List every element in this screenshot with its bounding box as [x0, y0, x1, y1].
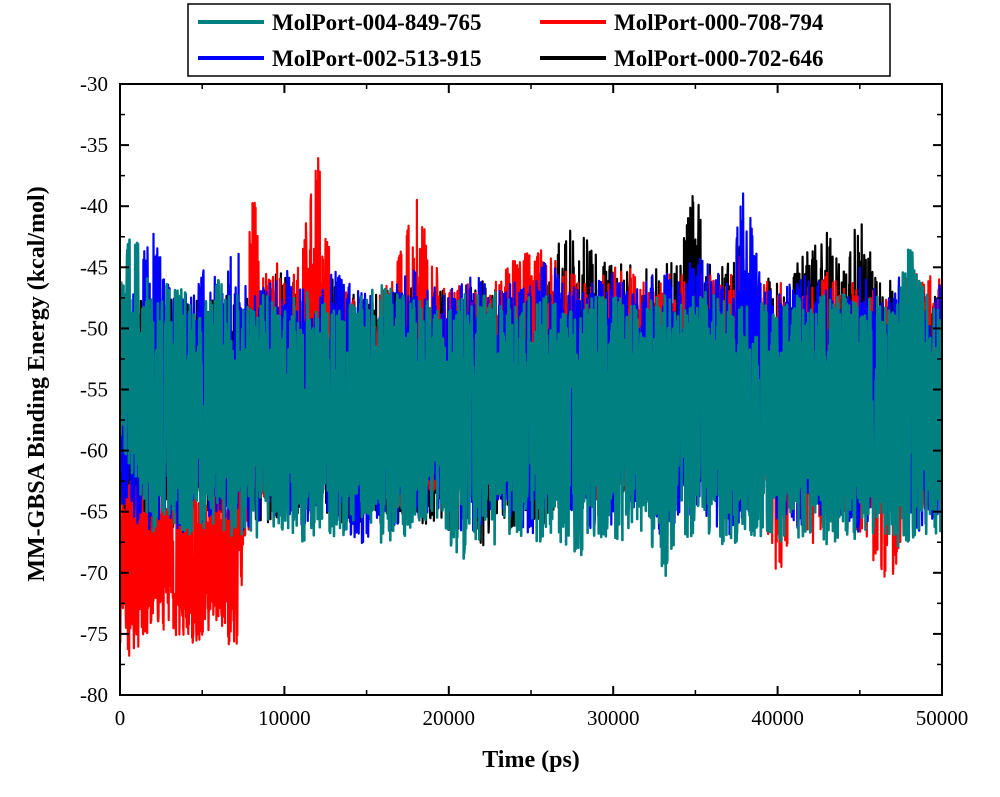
legend-item: MolPort-004-849-765	[198, 10, 482, 35]
legend-label: MolPort-002-513-915	[272, 46, 482, 71]
plot-area	[120, 157, 942, 657]
legend: MolPort-004-849-765 MolPort-000-708-794 Mo…	[187, 3, 891, 77]
y-tick-label: -70	[80, 561, 108, 585]
y-tick-label: -75	[80, 622, 108, 646]
x-tick-label: 50000	[916, 706, 969, 730]
legend-item: MolPort-000-702-646	[540, 46, 824, 71]
x-tick-label: 40000	[751, 706, 804, 730]
y-tick-label: -40	[80, 194, 108, 218]
legend-item: MolPort-000-708-794	[540, 10, 824, 35]
y-tick-label: -30	[80, 72, 108, 96]
y-tick-label: -80	[80, 683, 108, 707]
x-tick-label: 10000	[258, 706, 311, 730]
y-tick-label: -35	[80, 133, 108, 157]
legend-label: MolPort-000-708-794	[614, 10, 824, 35]
axes: 0 10000 20000 30000 40000 50000 -30 -35 -40 -45 -5…	[80, 72, 968, 730]
legend-label: MolPort-004-849-765	[272, 10, 482, 35]
series-line-MolPort-004-849-765	[120, 238, 942, 577]
y-tick-label: -65	[80, 500, 108, 524]
y-tick-label: -45	[80, 255, 108, 279]
y-axis-title: MM-GBSA Binding Energy (kcal/mol)	[24, 186, 50, 581]
x-tick-label: 20000	[423, 706, 476, 730]
x-tick-label: 0	[115, 706, 126, 730]
legend-box	[187, 3, 891, 77]
legend-item: MolPort-002-513-915	[198, 46, 482, 71]
x-tick-label: 30000	[587, 706, 640, 730]
x-axis-title: Time (ps)	[482, 747, 580, 773]
y-tick-label: -60	[80, 439, 108, 463]
y-tick-label: -55	[80, 378, 108, 402]
y-tick-label: -50	[80, 316, 108, 340]
legend-label: MolPort-000-702-646	[614, 46, 824, 71]
